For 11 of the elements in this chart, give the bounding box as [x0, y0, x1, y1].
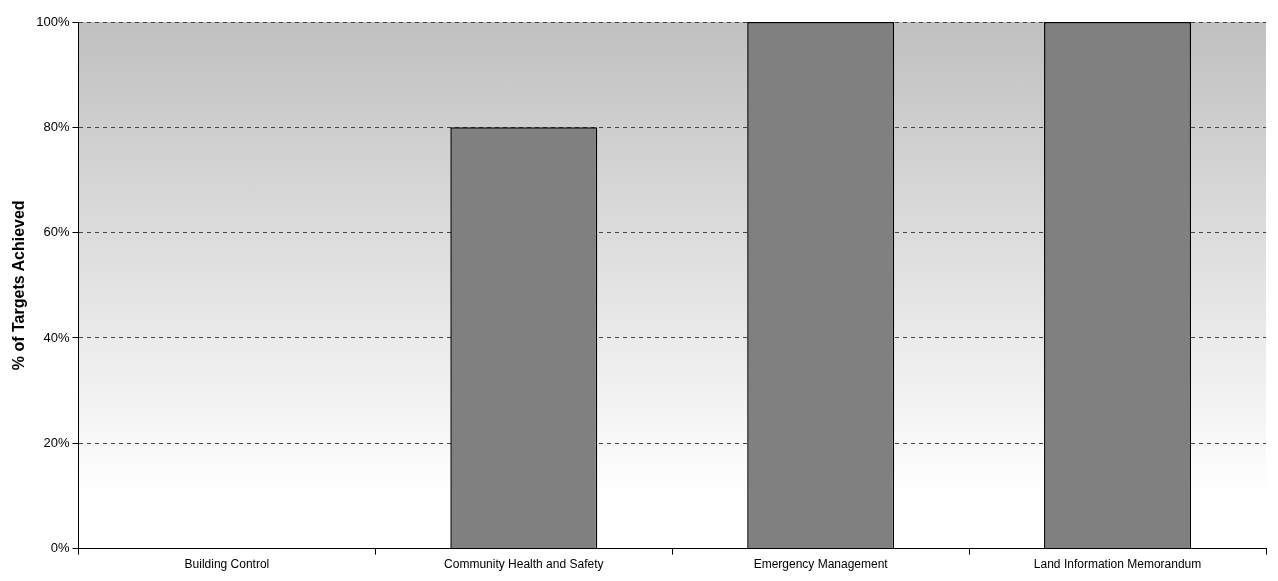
y-tick-label: 100% — [36, 13, 70, 29]
y-tick-label: 40% — [43, 329, 70, 345]
y-tick-label: 60% — [43, 224, 70, 240]
y-axis-title: % of Targets Achieved — [10, 200, 28, 371]
x-tick-label: Emergency Management — [753, 557, 889, 572]
y-tick-label: 20% — [43, 434, 70, 450]
x-tick-label: Land Information Memorandum — [1033, 557, 1202, 572]
x-tick-label: Building Control — [184, 557, 270, 572]
y-tick-label: 0% — [50, 540, 70, 556]
x-tick-label: Community Health and Safety — [444, 557, 604, 572]
y-tick-label: 80% — [43, 118, 70, 134]
